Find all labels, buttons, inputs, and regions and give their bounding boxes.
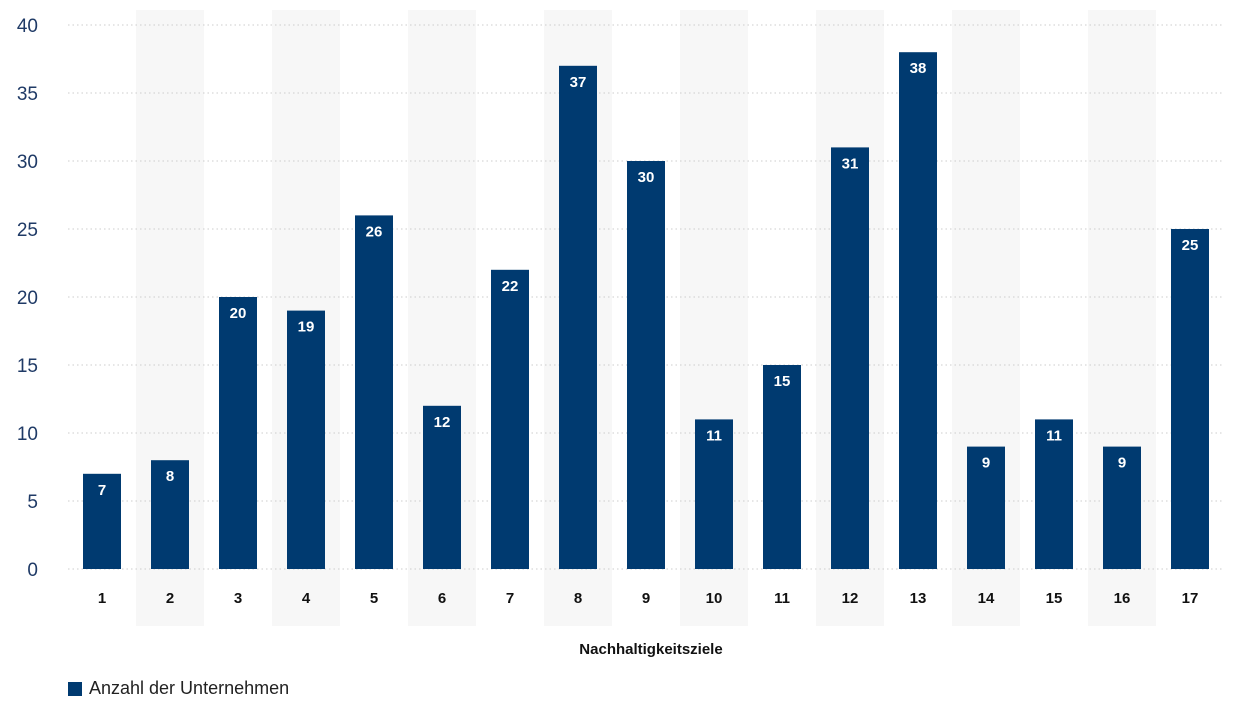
bar xyxy=(151,460,189,569)
legend: Anzahl der Unternehmen xyxy=(68,678,289,699)
data-label: 7 xyxy=(98,482,106,499)
data-label: 8 xyxy=(166,468,174,485)
bar xyxy=(763,365,801,569)
bar xyxy=(1171,229,1209,569)
y-axis-ticks: 0 5 10 15 20 25 30 35 40 xyxy=(17,16,38,581)
y-tick-label: 40 xyxy=(17,16,38,37)
x-tick-label: 3 xyxy=(234,590,242,607)
gridlines xyxy=(68,24,1224,570)
bar xyxy=(83,473,121,569)
legend-swatch xyxy=(68,681,82,696)
data-label: 12 xyxy=(434,414,451,431)
y-tick-label: 15 xyxy=(17,356,38,377)
data-label: 11 xyxy=(706,427,722,444)
bar xyxy=(491,269,529,569)
x-tick-label: 16 xyxy=(1114,590,1131,607)
x-axis-ticks: 1 2 3 4 5 6 7 8 9 10 11 12 13 14 15 16 17 xyxy=(98,590,1199,607)
bar xyxy=(559,65,597,570)
x-tick-label: 2 xyxy=(166,590,174,607)
bar xyxy=(1103,446,1141,569)
x-tick-label: 14 xyxy=(978,590,995,607)
data-label: 38 xyxy=(910,60,927,77)
data-label: 22 xyxy=(502,278,519,295)
bar xyxy=(219,297,257,569)
bar xyxy=(1035,419,1073,569)
data-label: 9 xyxy=(1118,455,1126,472)
y-tick-label: 5 xyxy=(27,492,38,513)
x-tick-label: 4 xyxy=(302,590,311,607)
x-axis-label: Nachhaltigkeitsziele xyxy=(579,641,722,658)
bar xyxy=(627,161,665,569)
x-tick-label: 8 xyxy=(574,590,582,607)
x-tick-label: 7 xyxy=(506,590,514,607)
bars xyxy=(83,52,1209,570)
data-label: 11 xyxy=(1046,427,1062,444)
data-label: 30 xyxy=(638,169,655,186)
x-tick-label: 12 xyxy=(842,590,859,607)
x-tick-label: 5 xyxy=(370,590,378,607)
x-tick-label: 15 xyxy=(1046,590,1063,607)
x-tick-label: 13 xyxy=(910,590,927,607)
y-tick-label: 0 xyxy=(27,560,38,581)
data-label: 9 xyxy=(982,455,990,472)
legend-label: Anzahl der Unternehmen xyxy=(89,678,290,698)
y-tick-label: 10 xyxy=(17,424,38,445)
data-label: 20 xyxy=(230,305,247,322)
data-labels: 7 8 20 19 26 12 22 37 30 11 15 31 38 9 11 9 25 xyxy=(98,60,1199,499)
x-tick-label: 6 xyxy=(438,590,446,607)
x-tick-label: 10 xyxy=(706,590,723,607)
x-tick-label: 9 xyxy=(642,590,650,607)
x-tick-label: 17 xyxy=(1182,590,1199,607)
bar xyxy=(831,147,869,569)
bar xyxy=(423,405,461,569)
y-tick-label: 35 xyxy=(17,84,38,105)
data-label: 31 xyxy=(842,155,859,172)
y-tick-label: 25 xyxy=(17,220,38,241)
y-tick-label: 20 xyxy=(17,288,38,309)
data-label: 25 xyxy=(1182,237,1199,254)
bar xyxy=(695,419,733,569)
x-tick-label: 1 xyxy=(98,590,106,607)
data-label: 15 xyxy=(774,373,791,390)
x-tick-label: 11 xyxy=(774,590,790,607)
bar xyxy=(287,310,325,569)
bar xyxy=(355,215,393,569)
y-tick-label: 30 xyxy=(17,152,38,173)
bar xyxy=(967,446,1005,569)
data-label: 26 xyxy=(366,223,383,240)
bar xyxy=(899,52,937,569)
data-label: 19 xyxy=(298,319,315,336)
data-label: 37 xyxy=(570,74,587,91)
